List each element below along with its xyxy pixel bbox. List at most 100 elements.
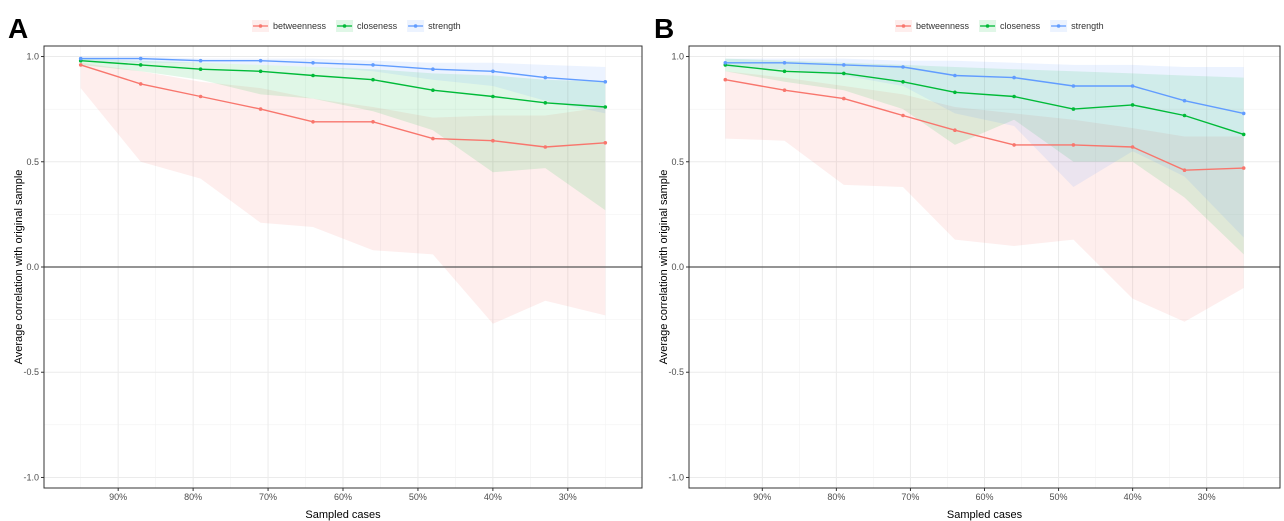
series-closeness: [723, 63, 1246, 137]
point-strength: [543, 75, 548, 80]
point-strength: [431, 67, 435, 71]
point-betweenness: [1182, 168, 1187, 172]
legend-label: strength: [428, 21, 461, 31]
line-closeness: [725, 64, 1244, 136]
point-closeness: [842, 71, 846, 76]
legend: betweenness closeness strength: [252, 20, 461, 32]
x-tick-label: 70%: [901, 492, 919, 502]
point-closeness: [491, 94, 495, 99]
point-betweenness: [311, 120, 315, 124]
ribbon-betweenness: [725, 71, 1244, 322]
legend-item-betweenness: betweenness: [895, 20, 970, 32]
line-betweenness: [80, 64, 606, 148]
point-strength: [723, 61, 728, 65]
point-betweenness: [953, 128, 957, 132]
point-strength: [138, 56, 143, 61]
point-strength: [953, 73, 957, 78]
point-closeness: [371, 77, 375, 82]
x-tick-label: 40%: [484, 492, 502, 502]
legend-key-point: [901, 24, 906, 28]
legend-item-betweenness: betweenness: [252, 20, 327, 32]
panel-b: B 1.0 0.5 0.0 -0.5 -1.0 90% 80% 70% 60% 50% 40% 30% S…: [654, 13, 1281, 521]
legend-key-point: [1056, 24, 1061, 28]
y-tick-label: 0.5: [671, 157, 684, 167]
panel-a: A 1.0 0.5 0.0 -0.5 -1.0 90% 80% 70% 60% 50% 40% 30% S…: [8, 13, 643, 521]
legend-key-point: [413, 24, 418, 28]
point-betweenness: [603, 141, 608, 145]
y-tick-label: 0.0: [26, 262, 39, 272]
point-strength: [1182, 98, 1187, 103]
legend: betweenness closeness strength: [895, 20, 1104, 32]
point-betweenness: [258, 107, 263, 111]
x-tick-label: 40%: [1124, 492, 1142, 502]
point-closeness: [543, 101, 548, 105]
point-closeness: [198, 67, 203, 71]
point-strength: [78, 56, 83, 61]
point-closeness: [1130, 103, 1135, 107]
point-closeness: [138, 63, 143, 67]
point-strength: [782, 61, 787, 65]
x-axis-title: Sampled cases: [947, 509, 1023, 521]
y-tick-label: -1.0: [668, 472, 684, 482]
point-betweenness: [138, 82, 143, 86]
line-strength: [725, 62, 1244, 115]
ribbon-strength: [725, 58, 1244, 238]
point-betweenness: [1130, 145, 1135, 149]
legend-label: strength: [1071, 21, 1104, 31]
point-strength: [491, 69, 495, 74]
x-tick-label: 30%: [559, 492, 577, 502]
legend-key-point: [258, 24, 263, 28]
point-strength: [901, 65, 905, 69]
point-closeness: [603, 105, 608, 109]
x-tick-label: 60%: [334, 492, 352, 502]
point-betweenness: [723, 77, 728, 82]
point-strength: [1012, 75, 1016, 80]
y-tick-label: 1.0: [671, 52, 684, 62]
point-betweenness: [901, 113, 905, 118]
point-betweenness: [1241, 166, 1246, 170]
legend-item-strength: strength: [407, 20, 461, 32]
line-closeness: [80, 60, 606, 108]
ribbon-closeness: [80, 58, 606, 211]
point-strength: [842, 63, 846, 67]
legend-item-closeness: closeness: [336, 20, 398, 32]
point-closeness: [1241, 132, 1246, 137]
ribbon-betweenness: [80, 62, 606, 324]
series-betweenness: [78, 63, 608, 149]
point-betweenness: [1012, 143, 1016, 147]
point-betweenness: [543, 145, 548, 149]
series-betweenness: [723, 77, 1246, 172]
legend-key-point: [985, 24, 990, 28]
point-betweenness: [431, 136, 435, 141]
legend-key-point: [342, 24, 347, 28]
x-tick-label: 30%: [1198, 492, 1216, 502]
y-tick-label: -0.5: [23, 367, 39, 377]
y-axis-title: Average correlation with original sample: [658, 170, 670, 365]
y-tick-label: -1.0: [23, 472, 39, 482]
ribbons: [725, 58, 1244, 322]
legend-item-strength: strength: [1050, 20, 1104, 32]
ribbon-closeness: [725, 58, 1244, 255]
point-betweenness: [78, 63, 83, 67]
point-closeness: [431, 88, 435, 92]
point-closeness: [1012, 94, 1016, 99]
point-strength: [371, 63, 375, 67]
x-tick-label: 80%: [184, 492, 202, 502]
point-strength: [1071, 84, 1076, 88]
legend-label: closeness: [1000, 21, 1041, 31]
point-strength: [1130, 84, 1135, 88]
point-closeness: [953, 90, 957, 95]
point-betweenness: [782, 88, 787, 92]
y-tick-label: 0.0: [671, 262, 684, 272]
series-strength: [78, 56, 608, 84]
panel-label: A: [8, 13, 28, 44]
x-tick-label: 90%: [109, 492, 127, 502]
legend-item-closeness: closeness: [979, 20, 1041, 32]
point-strength: [1241, 111, 1246, 116]
series-strength: [723, 61, 1246, 116]
x-tick-label: 70%: [259, 492, 277, 502]
point-closeness: [1071, 107, 1076, 111]
point-strength: [603, 80, 608, 84]
y-tick-label: -0.5: [668, 367, 684, 377]
